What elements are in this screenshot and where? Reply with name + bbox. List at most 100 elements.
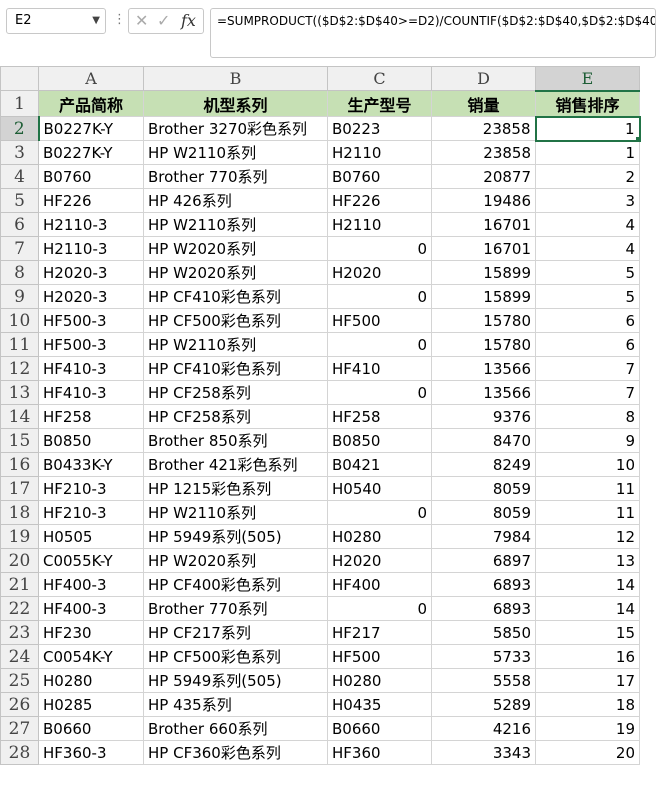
cell[interactable]: 0 (327, 284, 432, 309)
cell[interactable]: HF210-3 (38, 476, 144, 501)
cell[interactable]: 4 (535, 236, 640, 261)
column-header-a[interactable]: A (38, 66, 144, 91)
header-cell[interactable]: 销售排序 (535, 90, 640, 117)
cell[interactable]: HF500 (327, 308, 432, 333)
row-header[interactable]: 22 (0, 596, 39, 621)
cell[interactable]: 0 (327, 236, 432, 261)
cell[interactable]: B0227K-Y (38, 116, 144, 141)
row-header[interactable]: 3 (0, 140, 39, 165)
cell[interactable]: 4 (535, 212, 640, 237)
cell[interactable]: 23858 (431, 116, 536, 141)
cell[interactable]: HP CF360彩色系列 (143, 740, 328, 765)
cell[interactable]: 20877 (431, 164, 536, 189)
cell[interactable]: HP W2020系列 (143, 548, 328, 573)
row-header[interactable]: 9 (0, 284, 39, 309)
cell[interactable]: H0280 (38, 668, 144, 693)
cell[interactable]: HP W2110系列 (143, 332, 328, 357)
fill-handle[interactable] (634, 135, 638, 139)
cell[interactable]: H0280 (327, 524, 432, 549)
row-header[interactable]: 11 (0, 332, 39, 357)
row-header[interactable]: 8 (0, 260, 39, 285)
cell[interactable]: H2110-3 (38, 236, 144, 261)
cell[interactable]: B0850 (38, 428, 144, 453)
cell[interactable]: H2110 (327, 140, 432, 165)
row-header[interactable]: 4 (0, 164, 39, 189)
name-box[interactable]: E2 ▼ (6, 8, 106, 34)
cell[interactable]: 7 (535, 356, 640, 381)
cell[interactable]: HP W2020系列 (143, 236, 328, 261)
cell[interactable]: HF258 (327, 404, 432, 429)
cell[interactable]: HP CF500彩色系列 (143, 644, 328, 669)
row-header[interactable]: 5 (0, 188, 39, 213)
fx-icon[interactable]: fx (181, 11, 196, 30)
column-header-c[interactable]: C (327, 66, 432, 91)
cell[interactable]: HP W2110系列 (143, 140, 328, 165)
cell[interactable]: 14 (535, 572, 640, 597)
cell[interactable]: 13566 (431, 380, 536, 405)
cell[interactable]: HP CF258系列 (143, 380, 328, 405)
cell[interactable]: 11 (535, 500, 640, 525)
cell[interactable]: 8470 (431, 428, 536, 453)
cell[interactable]: HF360-3 (38, 740, 144, 765)
column-header-b[interactable]: B (143, 66, 328, 91)
cell[interactable]: HP CF217系列 (143, 620, 328, 645)
cell[interactable]: 0 (327, 332, 432, 357)
cell[interactable]: HF226 (327, 188, 432, 213)
cell[interactable]: H2020-3 (38, 260, 144, 285)
row-header[interactable]: 6 (0, 212, 39, 237)
row-header[interactable]: 27 (0, 716, 39, 741)
cell[interactable]: 11 (535, 476, 640, 501)
cancel-icon[interactable]: ✕ (135, 11, 149, 30)
column-header-e[interactable]: E (535, 66, 640, 92)
cell[interactable]: 20 (535, 740, 640, 765)
row-header[interactable]: 14 (0, 404, 39, 429)
cell[interactable]: HF410-3 (38, 356, 144, 381)
cell[interactable]: 12 (535, 524, 640, 549)
select-all-corner[interactable] (0, 66, 39, 91)
cell[interactable]: B0850 (327, 428, 432, 453)
row-header[interactable]: 23 (0, 620, 39, 645)
cell[interactable]: HP W2020系列 (143, 260, 328, 285)
cell[interactable]: H0285 (38, 692, 144, 717)
formula-input[interactable]: =SUMPRODUCT(($D$2:$D$40>=D2)/COUNTIF($D$… (210, 8, 656, 58)
cell[interactable]: 2 (535, 164, 640, 189)
cell[interactable]: 7984 (431, 524, 536, 549)
cell[interactable]: 8249 (431, 452, 536, 477)
cell[interactable]: B0760 (327, 164, 432, 189)
cell[interactable]: 5733 (431, 644, 536, 669)
cell[interactable]: 9376 (431, 404, 536, 429)
cell[interactable]: 8059 (431, 500, 536, 525)
cell[interactable]: 1 (535, 140, 640, 165)
cell[interactable]: HF210-3 (38, 500, 144, 525)
cell[interactable]: 18 (535, 692, 640, 717)
row-header[interactable]: 17 (0, 476, 39, 501)
cell[interactable]: 16701 (431, 236, 536, 261)
cell[interactable]: 8 (535, 404, 640, 429)
cell[interactable]: Brother 850系列 (143, 428, 328, 453)
cell[interactable]: 15899 (431, 260, 536, 285)
cell[interactable]: HP W2110系列 (143, 500, 328, 525)
cell[interactable]: HP 5949系列(505) (143, 524, 328, 549)
cell[interactable]: H0280 (327, 668, 432, 693)
cell[interactable]: HP W2110系列 (143, 212, 328, 237)
cell[interactable]: 9 (535, 428, 640, 453)
cell[interactable]: HP CF410彩色系列 (143, 284, 328, 309)
cell[interactable]: C0055K-Y (38, 548, 144, 573)
cell[interactable]: B0421 (327, 452, 432, 477)
header-cell[interactable]: 生产型号 (327, 90, 432, 117)
cell[interactable]: 6 (535, 308, 640, 333)
cell[interactable]: 17 (535, 668, 640, 693)
cell[interactable]: Brother 421彩色系列 (143, 452, 328, 477)
cell[interactable]: 6897 (431, 548, 536, 573)
cell[interactable]: C0054K-Y (38, 644, 144, 669)
header-cell[interactable]: 机型系列 (143, 90, 328, 117)
cell[interactable]: 16701 (431, 212, 536, 237)
cell[interactable]: HF400-3 (38, 596, 144, 621)
cell[interactable]: 5 (535, 260, 640, 285)
cell[interactable]: 8059 (431, 476, 536, 501)
header-cell[interactable]: 销量 (431, 90, 536, 117)
cell[interactable]: HF360 (327, 740, 432, 765)
row-header[interactable]: 1 (0, 90, 39, 117)
cell[interactable]: H2020 (327, 548, 432, 573)
cell[interactable]: 4216 (431, 716, 536, 741)
